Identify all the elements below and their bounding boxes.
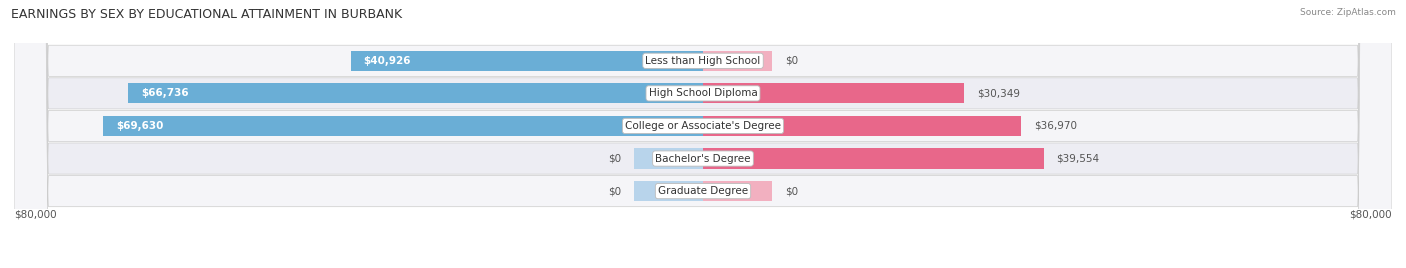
Text: Less than High School: Less than High School (645, 56, 761, 66)
Text: $0: $0 (785, 186, 799, 196)
Bar (104, 116, 703, 136)
Bar (703, 83, 965, 103)
Text: $0: $0 (785, 56, 799, 66)
Text: $40,926: $40,926 (364, 56, 411, 66)
Text: Graduate Degree: Graduate Degree (658, 186, 748, 196)
Text: Bachelor's Degree: Bachelor's Degree (655, 154, 751, 163)
Text: Source: ZipAtlas.com: Source: ZipAtlas.com (1301, 8, 1396, 17)
Text: $0: $0 (607, 186, 621, 196)
Bar (634, 148, 703, 169)
FancyBboxPatch shape (14, 0, 1392, 268)
FancyBboxPatch shape (14, 0, 1392, 268)
Text: $30,349: $30,349 (977, 88, 1021, 98)
FancyBboxPatch shape (14, 0, 1392, 268)
FancyBboxPatch shape (14, 0, 1392, 268)
Text: EARNINGS BY SEX BY EDUCATIONAL ATTAINMENT IN BURBANK: EARNINGS BY SEX BY EDUCATIONAL ATTAINMEN… (11, 8, 402, 21)
Bar (703, 51, 772, 71)
Text: $0: $0 (607, 154, 621, 163)
Text: $66,736: $66,736 (141, 88, 188, 98)
Text: High School Diploma: High School Diploma (648, 88, 758, 98)
Bar (128, 83, 703, 103)
Bar (703, 181, 772, 201)
Text: $80,000: $80,000 (14, 209, 56, 219)
Text: College or Associate's Degree: College or Associate's Degree (626, 121, 780, 131)
Text: $80,000: $80,000 (1350, 209, 1392, 219)
FancyBboxPatch shape (14, 0, 1392, 268)
Bar (703, 116, 1021, 136)
Bar (350, 51, 703, 71)
Text: $36,970: $36,970 (1035, 121, 1077, 131)
Bar (634, 181, 703, 201)
Text: $39,554: $39,554 (1056, 154, 1099, 163)
Text: $69,630: $69,630 (117, 121, 163, 131)
Bar (703, 148, 1043, 169)
